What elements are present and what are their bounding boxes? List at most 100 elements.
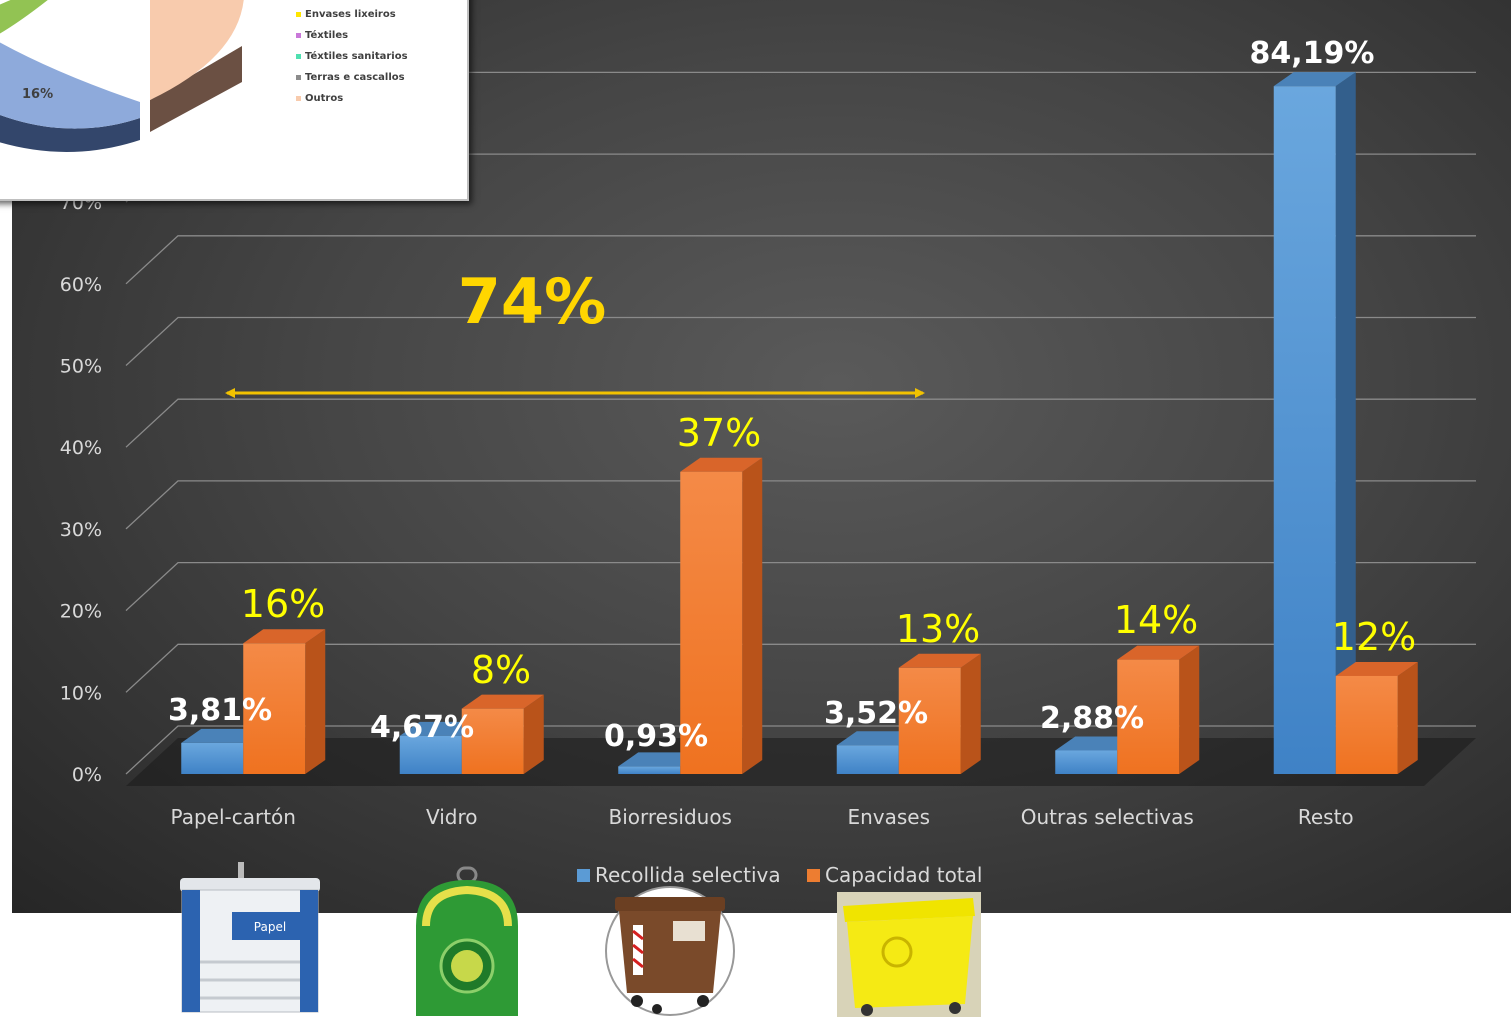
data-label-recollida: 2,88% <box>1040 701 1144 736</box>
y-tick-label: 0% <box>72 764 102 786</box>
legend-swatch <box>296 11 301 17</box>
y-tick-label: 40% <box>60 437 102 459</box>
packaging-bin-icon <box>837 892 981 1017</box>
gridline <box>125 235 1476 285</box>
legend-swatch <box>296 32 301 38</box>
data-label-recollida: 3,52% <box>824 696 928 731</box>
bar-top <box>1117 645 1200 660</box>
bar-capacidad <box>461 694 544 774</box>
inset-slice-label: 16% <box>22 87 54 102</box>
bar-front <box>399 735 462 774</box>
bar-side <box>1335 72 1356 774</box>
range-annotation: 74% <box>458 265 606 338</box>
bar-front <box>1117 659 1180 774</box>
inset-legend-label: Téxtiles sanitarios <box>305 51 408 62</box>
bar-front <box>836 745 899 774</box>
inset-legend-label: Téxtiles <box>305 30 349 41</box>
bar-top <box>618 752 701 767</box>
bar-side <box>1397 661 1418 774</box>
data-label-capacidad: 37% <box>677 411 761 455</box>
bar-side <box>1179 645 1200 774</box>
bar-recollida <box>1273 72 1356 774</box>
inset-legend-item: Envases lixeiros <box>296 4 408 25</box>
chart-panel: 0% 10% 20% 30% 40% 50% 60% 70% 3,81% 16% Papel-car… <box>12 0 1511 913</box>
data-label-recollida: 0,93% <box>604 719 708 754</box>
legend-swatch <box>296 53 301 59</box>
inset-legend-item: Outros <box>296 88 408 109</box>
bar-chart: 0%10%20%30%40%50%60%70%3,81%16%Papel-car… <box>60 0 1476 887</box>
bar-capacidad <box>1117 645 1200 774</box>
data-label-capacidad: 8% <box>471 648 531 692</box>
bar-top <box>399 721 482 736</box>
gridline <box>125 316 1476 366</box>
bar-top <box>1273 72 1356 87</box>
bar-top <box>243 629 326 644</box>
gridline <box>125 561 1476 612</box>
bar-front <box>898 667 961 774</box>
bar-front <box>243 643 306 774</box>
bar-capacidad <box>1335 661 1418 774</box>
category-label: Resto <box>1298 805 1354 829</box>
gridline <box>125 725 1476 775</box>
data-label-recollida: 4,67% <box>370 710 474 745</box>
y-tick-label: 20% <box>60 601 102 623</box>
bar-top <box>1055 736 1138 751</box>
legend-swatch-recollida <box>577 869 590 882</box>
bar-top <box>680 457 763 472</box>
inset-legend-label: Envases lixeiros <box>305 9 396 20</box>
legend-label-recollida: Recollida selectiva <box>595 863 781 887</box>
paper-bin-label: Papel <box>254 920 286 934</box>
bar-top <box>1335 661 1418 676</box>
bar-front <box>461 708 524 774</box>
inset-pie-chart: 16% Envases lixeiros Téxtiles Téxtiles s… <box>0 0 469 201</box>
pie-slice-outros <box>150 0 244 100</box>
legend-swatch <box>296 74 301 80</box>
category-label: Biorresiduos <box>609 805 732 829</box>
category-label: Papel-cartón <box>171 805 296 829</box>
pie-slice-depth <box>150 46 242 132</box>
y-tick-label: 30% <box>60 519 102 541</box>
bar-front <box>1273 86 1336 774</box>
data-label-capacidad: 13% <box>896 607 980 651</box>
bar-side <box>960 653 981 774</box>
inset-legend-item: Téxtiles <box>296 25 408 46</box>
category-label: Vidro <box>426 805 478 829</box>
bar-capacidad <box>680 457 763 774</box>
bar-top <box>461 694 544 709</box>
paper-bin-icon: Papel <box>180 862 320 1013</box>
bar-front <box>618 766 681 774</box>
category-label: Envases <box>847 805 930 829</box>
chart-floor <box>126 738 1476 786</box>
bar-top <box>836 731 919 746</box>
bar-front <box>181 742 244 774</box>
bar-front <box>1335 675 1398 774</box>
legend-swatch <box>296 95 301 101</box>
bar-side <box>523 694 544 774</box>
glass-bin-icon <box>416 866 518 1016</box>
pie-slice-green <box>0 0 48 34</box>
inset-legend-label: Outros <box>305 93 344 104</box>
bar-capacidad <box>243 629 326 774</box>
y-tick-label: 50% <box>60 356 102 378</box>
data-label-capacidad: 16% <box>241 582 325 626</box>
category-label: Outras selectivas <box>1021 805 1194 829</box>
bar-side <box>742 457 763 774</box>
data-label-capacidad: 14% <box>1114 598 1198 642</box>
y-tick-label: 60% <box>60 274 102 296</box>
organic-bin-icon <box>605 886 735 1016</box>
bar-front <box>1055 750 1118 774</box>
gridline <box>125 643 1476 693</box>
data-label-recollida: 3,81% <box>168 693 272 728</box>
bar-top <box>181 728 264 743</box>
data-label-recollida: 84,19% <box>1250 36 1375 71</box>
bar-front <box>680 471 743 774</box>
y-tick-label: 10% <box>60 682 102 704</box>
gridline <box>125 480 1476 530</box>
pie-slice-blue <box>0 42 140 129</box>
chart-legend: Recollida selectiva Capacidad total <box>577 863 982 887</box>
data-label-capacidad: 12% <box>1332 615 1416 659</box>
bar-side <box>305 629 326 774</box>
inset-legend-item: Terras e cascallos <box>296 67 408 88</box>
bar-top <box>898 653 981 668</box>
bar-capacidad <box>898 653 981 774</box>
